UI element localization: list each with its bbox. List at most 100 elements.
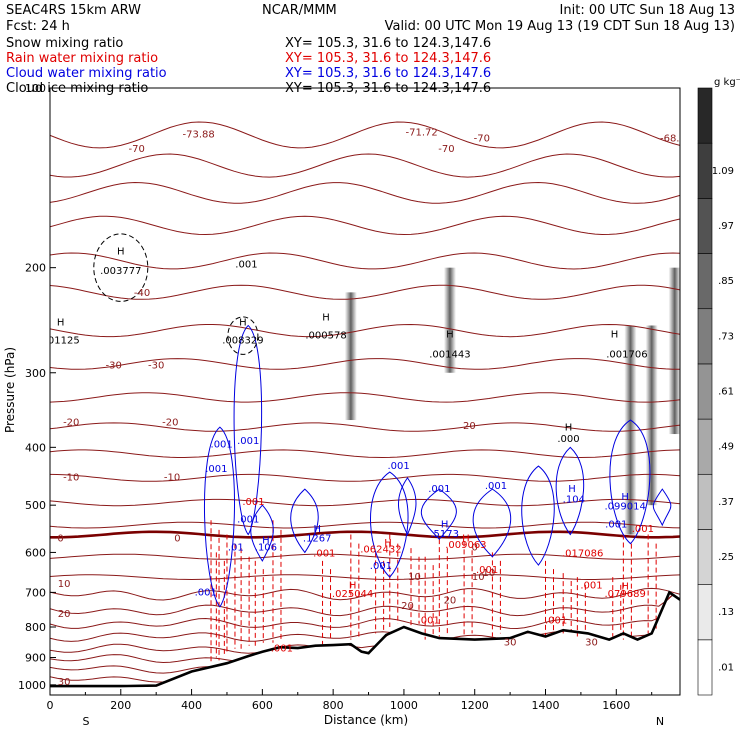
temperature-label-8: -30 — [148, 360, 164, 371]
temperature-label-7: -30 — [106, 360, 122, 371]
isotherm-7 — [50, 358, 680, 370]
y-tick-label-2: 300 — [25, 367, 46, 380]
cloud-water-contour-3 — [290, 488, 319, 554]
snow-shading-3 — [645, 325, 658, 506]
extremum-label-41: .009063 — [445, 540, 486, 551]
isotherm-4 — [50, 252, 680, 270]
extremum-label-50: .001 — [545, 616, 567, 627]
isotherm-0 — [50, 121, 680, 149]
temperature-label-1: -70 — [438, 144, 454, 155]
colorbar-swatch-0 — [697, 639, 713, 696]
colorbar-label-3: .37 — [718, 497, 734, 508]
extremum-label-40: H — [462, 533, 470, 544]
x-tick-label-2: 400 — [181, 699, 202, 712]
temperature-label-9: -20 — [63, 418, 79, 429]
rain-contour-17 — [576, 577, 586, 637]
y-tick-label-9: 1000 — [18, 679, 46, 692]
isotherm-19 — [50, 594, 680, 630]
forecast-hour: Fcst: 24 h — [6, 19, 70, 34]
isotherm-13 — [50, 521, 680, 529]
cloud-water-contour-5 — [398, 476, 417, 536]
extremum-label-28: .1267 — [303, 533, 332, 544]
colorbar-swatch-8 — [697, 198, 713, 254]
extremum-label-14: .000 — [557, 434, 579, 445]
extremum-label-24: .099014 — [604, 501, 645, 512]
rain-contour-0 — [210, 520, 220, 664]
colorbar-label-2: .25 — [718, 552, 734, 563]
temperature-label-24: 30 — [58, 677, 71, 688]
cloud-water-contour-1 — [233, 324, 263, 536]
colorbar-label-4: .49 — [718, 442, 734, 453]
isotherm-10 — [50, 449, 680, 459]
isotherm-6 — [50, 323, 680, 338]
extremum-label-43: .001 — [476, 565, 498, 576]
extremum-label-32: .106 — [255, 542, 277, 553]
extremum-label-10: .001443 — [429, 350, 470, 361]
extremum-label-5: H — [239, 318, 247, 329]
temperature-label-20: 10 — [483, 568, 496, 579]
temperature-label-6: -40 — [134, 288, 150, 299]
extremum-label-33: .01 — [228, 542, 244, 553]
temperature-label-15: 0 — [174, 533, 180, 544]
south-endpoint-label: S — [83, 715, 90, 728]
rain-contour-14 — [491, 552, 501, 637]
x-tick-label-1: 200 — [110, 699, 131, 712]
x-tick-label-4: 800 — [323, 699, 344, 712]
extremum-label-46: .001 — [580, 581, 602, 592]
extremum-label-6: .008329 — [222, 336, 263, 347]
temperature-label-21: 20 — [58, 609, 71, 620]
snow-shading-4 — [668, 267, 680, 435]
cloud-ice-contour-1 — [227, 316, 259, 355]
extremum-label-45: .025044 — [332, 589, 373, 600]
plot-content: -70 -70 -70 -73.88 -71.72 -68.2 -40 -30 -30 -20 -2… — [42, 121, 680, 688]
extremum-label-13: H — [565, 423, 573, 434]
extremum-label-44: H — [349, 581, 357, 592]
field-name-2: Cloud water mixing ratio — [6, 66, 167, 81]
colorbar-label-5: .61 — [718, 387, 734, 398]
isotherm-12 — [50, 498, 680, 507]
temperature-label-13: -10 — [164, 473, 180, 484]
init-time: Init: 00 UTC Sun 18 Aug 13 — [560, 3, 735, 18]
rain-contour-15 — [545, 560, 555, 637]
extremum-label-39: .062432 — [360, 544, 401, 555]
extremum-label-11: H — [611, 330, 619, 341]
x-axis-label: Distance (km) — [324, 713, 408, 727]
rain-contour-8 — [375, 552, 385, 634]
field-xy-2: XY= 105.3, 31.6 to 124.3,147.6 — [285, 66, 491, 81]
model-title: SEAC4RS 15km ARW — [6, 3, 141, 18]
temperature-label-17: 10 — [58, 579, 71, 590]
rain-contour-4 — [254, 560, 264, 646]
extremum-label-47: H — [621, 581, 629, 592]
isotherm-11 — [50, 473, 680, 482]
isotherm-15 — [50, 553, 680, 560]
cloud-ice-contour-0 — [93, 233, 149, 302]
isotherm-3 — [50, 215, 680, 236]
colorbar-label-0: .01 — [718, 662, 734, 673]
temperature-label-12: -10 — [63, 473, 79, 484]
temperature-label-18: 10 — [408, 572, 421, 583]
y-tick-label-8: 900 — [25, 652, 46, 665]
extremum-label-16: .001 — [237, 436, 259, 447]
temperature-label-23: 20 — [444, 595, 457, 606]
snow-shading-1 — [443, 267, 456, 373]
isotherm-16 — [50, 574, 680, 581]
cloud-water-contour-8 — [521, 465, 555, 566]
rain-contour-16 — [562, 573, 572, 634]
colorbar-swatch-7 — [697, 253, 713, 310]
extremum-label-22: .104 — [563, 495, 585, 506]
extremum-label-1: .003777 — [100, 266, 141, 277]
x-tick-label-3: 600 — [252, 699, 273, 712]
extremum-label-3: H — [57, 318, 65, 329]
extremum-label-52: .001 — [271, 644, 293, 655]
colorbar-swatch-1 — [697, 584, 713, 641]
plot-frame — [49, 87, 681, 696]
isotherm-9 — [50, 422, 680, 432]
extremum-label-4: 001125 — [42, 336, 80, 347]
rain-contour-2 — [226, 534, 236, 652]
snow-shading-0 — [344, 292, 357, 421]
rain-contour-3 — [240, 548, 250, 649]
rain-contour-7 — [350, 534, 360, 640]
field-xy-1: XY= 105.3, 31.6 to 124.3,147.6 — [285, 51, 491, 66]
y-tick-label-7: 800 — [25, 621, 46, 634]
